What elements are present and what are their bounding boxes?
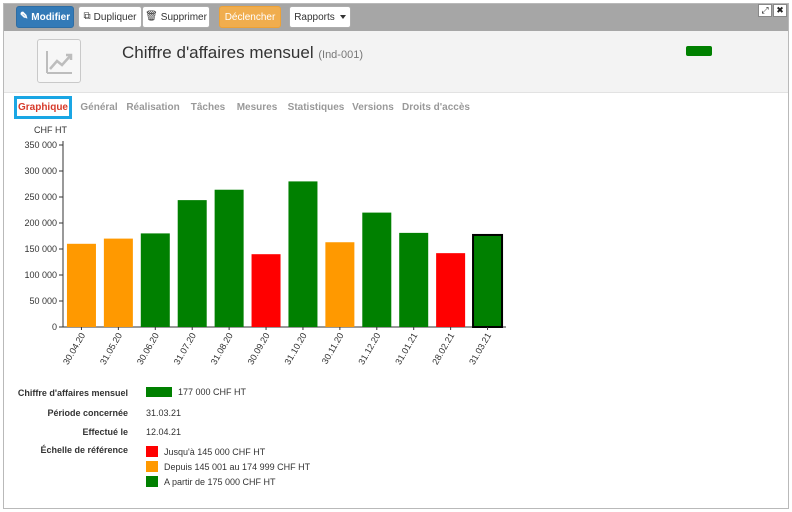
y-tick-label: 250 000 [24,192,57,202]
tab-bar: Graphique Général Réalisation Tâches Mes… [12,96,788,120]
bar-31.07.20[interactable] [177,200,207,327]
y-tick-label: 350 000 [24,140,57,150]
close-icon[interactable]: ✖ [773,4,787,17]
scale-text: A partir de 175 000 CHF HT [164,476,276,487]
reports-dropdown-button[interactable]: Rapports [289,6,351,28]
x-tick-label: 30.04.20 [61,331,87,366]
scale-label: Échelle de référence [40,445,128,455]
scale-swatch [146,446,158,457]
y-tick-label: 150 000 [24,244,57,254]
y-tick-label: 100 000 [24,270,57,280]
revenue-bar-chart: CHF HT 0 50 000 100 000 150 000 200 000 250 00… [24,125,506,366]
tab-graphique[interactable]: Graphique [14,96,72,119]
bar-31.05.20[interactable] [103,238,133,327]
bar-28.02.21[interactable] [436,253,466,327]
scale-item: A partir de 175 000 CHF HT [146,476,276,487]
scale-item: Depuis 145 001 au 174 999 CHF HT [146,461,310,472]
trigger-label: Déclencher [224,11,276,23]
period-label: Période concernée [47,408,128,418]
x-tick-label: 31.08.20 [209,331,235,366]
done-label: Effectué le [82,427,128,437]
bar-31.10.20[interactable] [288,181,318,327]
pencil-icon: ✎ [19,11,29,22]
y-tick-label: 0 [52,322,57,332]
caret-down-icon [339,15,346,19]
tab-realisation[interactable]: Réalisation [126,102,180,113]
x-tick-label: 31.05.20 [98,331,124,366]
y-tick-label: 300 000 [24,166,57,176]
copy-icon: ⧉ [83,11,91,22]
y-tick-label: 50 000 [29,296,57,306]
modify-label: Modifier [31,11,71,23]
indicator-window: ✎ Modifier ⧉ Dupliquer 🗑 Supprimer Décle… [3,3,789,509]
bar-31.08.20[interactable] [214,189,244,327]
x-tick-label: 30.09.20 [246,331,272,366]
y-tick-label: 200 000 [24,218,57,228]
x-tick-label: 31.03.21 [467,331,493,366]
scale-swatch [146,461,158,472]
duplicate-button[interactable]: ⧉ Dupliquer [78,6,142,28]
scale-text: Jusqu'à 145 000 CHF HT [164,446,266,457]
revenue-value: 177 000 CHF HT [146,387,246,397]
modify-button[interactable]: ✎ Modifier [16,6,74,28]
scale-item: Jusqu'à 145 000 CHF HT [146,446,265,457]
x-tick-label: 30.06.20 [135,331,161,366]
bar-30.11.20[interactable] [325,242,355,327]
indicator-code: (Ind-001) [318,49,363,61]
tab-droits-acces[interactable]: Droits d'accès [402,102,470,113]
delete-button[interactable]: 🗑 Supprimer [142,6,210,28]
trash-icon: 🗑 [145,11,158,22]
x-tick-label: 31.10.20 [283,331,309,366]
x-tick-label: 31.01.21 [393,331,419,366]
expand-icon[interactable]: ⤢ [758,4,772,17]
reports-label: Rapports [294,11,335,23]
bar-30.09.20[interactable] [251,254,281,327]
revenue-color-swatch [146,387,172,397]
tab-statistiques[interactable]: Statistiques [287,102,345,113]
status-badge [686,46,712,56]
tab-mesures[interactable]: Mesures [236,102,278,113]
revenue-value-text: 177 000 CHF HT [178,387,247,397]
scale-swatch [146,476,158,487]
indicator-header: Chiffre d'affaires mensuel (Ind-001) [4,31,788,93]
x-tick-label: 31.07.20 [172,331,198,366]
page-title: Chiffre d'affaires mensuel (Ind-001) [122,43,363,63]
tab-versions[interactable]: Versions [352,102,394,113]
x-tick-label: 31.12.20 [356,331,382,366]
tab-general[interactable]: Général [80,102,118,113]
title-text: Chiffre d'affaires mensuel [122,43,314,62]
tab-taches[interactable]: Tâches [190,102,226,113]
bar-30.06.20[interactable] [140,233,170,327]
period-value: 31.03.21 [146,408,182,418]
scale-text: Depuis 145 001 au 174 999 CHF HT [164,461,311,472]
done-value: 12.04.21 [146,427,182,437]
bar-30.04.20[interactable] [66,243,96,327]
bar-31.01.21[interactable] [399,232,429,327]
y-axis-label: CHF HT [34,125,67,135]
bar-31.03.21[interactable] [472,233,504,329]
revenue-label: Chiffre d'affaires mensuel [17,388,128,398]
delete-label: Supprimer [160,11,207,23]
trigger-button[interactable]: Déclencher [219,6,281,28]
trend-chart-icon [37,39,81,83]
bar-31.12.20[interactable] [362,212,392,327]
duplicate-label: Dupliquer [93,11,137,23]
toolbar: ✎ Modifier ⧉ Dupliquer 🗑 Supprimer Décle… [4,4,788,31]
x-tick-label: 28.02.21 [430,331,456,366]
x-tick-label: 30.11.20 [320,331,346,366]
